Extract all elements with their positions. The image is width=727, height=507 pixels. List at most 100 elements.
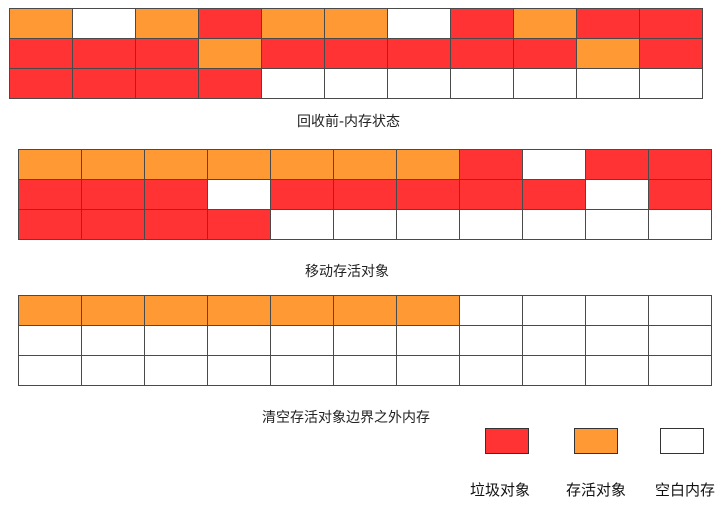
- live-cell: [514, 9, 576, 38]
- garbage-cell: [640, 9, 702, 38]
- empty-cell: [145, 356, 207, 385]
- garbage-cell: [649, 180, 711, 209]
- empty-cell: [514, 69, 576, 98]
- empty-cell: [649, 356, 711, 385]
- empty-cell: [262, 69, 324, 98]
- empty-cell: [334, 356, 396, 385]
- garbage-cell: [451, 9, 513, 38]
- caption-clear-outside-boundary: 清空存活对象边界之外内存: [262, 410, 430, 426]
- garbage-cell: [514, 39, 576, 68]
- garbage-cell: [145, 180, 207, 209]
- empty-cell: [271, 210, 333, 239]
- live-cell: [19, 150, 81, 179]
- garbage-cell: [10, 39, 72, 68]
- empty-cell: [649, 326, 711, 355]
- caption-move-live-objects: 移动存活对象: [305, 264, 389, 280]
- garbage-cell: [586, 150, 648, 179]
- memory-grid-after-move: [18, 149, 712, 240]
- caption-before-collection: 回收前-内存状态: [297, 114, 401, 130]
- live-cell: [82, 296, 144, 325]
- empty-cell: [460, 356, 522, 385]
- legend-label-live: 存活对象: [566, 481, 627, 499]
- live-cell: [271, 296, 333, 325]
- live-cell: [136, 9, 198, 38]
- empty-cell: [82, 356, 144, 385]
- garbage-cell: [460, 180, 522, 209]
- empty-cell: [388, 9, 450, 38]
- empty-cell: [586, 356, 648, 385]
- live-cell: [19, 296, 81, 325]
- memory-grid-before-collection: [9, 8, 703, 99]
- garbage-cell: [19, 210, 81, 239]
- garbage-cell: [145, 210, 207, 239]
- empty-cell: [334, 326, 396, 355]
- garbage-cell: [199, 69, 261, 98]
- empty-cell: [577, 69, 639, 98]
- live-cell: [325, 9, 387, 38]
- garbage-cell: [73, 69, 135, 98]
- empty-cell: [523, 210, 585, 239]
- legend-swatch-live: [574, 428, 618, 454]
- live-cell: [397, 150, 459, 179]
- live-cell: [145, 150, 207, 179]
- garbage-cell: [640, 39, 702, 68]
- empty-cell: [586, 210, 648, 239]
- garbage-cell: [262, 39, 324, 68]
- legend-label-empty: 空白内存: [655, 481, 716, 499]
- empty-cell: [523, 356, 585, 385]
- garbage-cell: [460, 150, 522, 179]
- garbage-cell: [523, 180, 585, 209]
- empty-cell: [208, 180, 270, 209]
- garbage-cell: [82, 180, 144, 209]
- empty-cell: [586, 296, 648, 325]
- garbage-cell: [334, 180, 396, 209]
- live-cell: [397, 296, 459, 325]
- empty-cell: [397, 210, 459, 239]
- legend-swatch-empty: [660, 428, 704, 454]
- garbage-cell: [577, 9, 639, 38]
- empty-cell: [325, 69, 387, 98]
- empty-cell: [523, 326, 585, 355]
- empty-cell: [586, 180, 648, 209]
- garbage-cell: [199, 9, 261, 38]
- live-cell: [199, 39, 261, 68]
- live-cell: [145, 296, 207, 325]
- garbage-cell: [73, 39, 135, 68]
- memory-grid-after-clear: [18, 295, 712, 386]
- empty-cell: [397, 356, 459, 385]
- garbage-cell: [10, 69, 72, 98]
- empty-cell: [73, 9, 135, 38]
- empty-cell: [388, 69, 450, 98]
- live-cell: [208, 296, 270, 325]
- garbage-cell: [136, 69, 198, 98]
- empty-cell: [271, 356, 333, 385]
- empty-cell: [451, 69, 513, 98]
- empty-cell: [334, 210, 396, 239]
- empty-cell: [586, 326, 648, 355]
- legend-label-garbage: 垃圾对象: [470, 481, 531, 499]
- garbage-cell: [136, 39, 198, 68]
- garbage-cell: [208, 210, 270, 239]
- garbage-cell: [388, 39, 450, 68]
- empty-cell: [649, 296, 711, 325]
- empty-cell: [19, 356, 81, 385]
- live-cell: [262, 9, 324, 38]
- garbage-cell: [397, 180, 459, 209]
- garbage-cell: [649, 150, 711, 179]
- empty-cell: [19, 326, 81, 355]
- live-cell: [271, 150, 333, 179]
- empty-cell: [640, 69, 702, 98]
- empty-cell: [523, 150, 585, 179]
- empty-cell: [397, 326, 459, 355]
- empty-cell: [649, 210, 711, 239]
- live-cell: [334, 296, 396, 325]
- empty-cell: [208, 326, 270, 355]
- legend-swatch-garbage: [485, 428, 529, 454]
- empty-cell: [271, 326, 333, 355]
- live-cell: [577, 39, 639, 68]
- garbage-cell: [451, 39, 513, 68]
- empty-cell: [460, 210, 522, 239]
- garbage-cell: [271, 180, 333, 209]
- garbage-cell: [19, 180, 81, 209]
- live-cell: [10, 9, 72, 38]
